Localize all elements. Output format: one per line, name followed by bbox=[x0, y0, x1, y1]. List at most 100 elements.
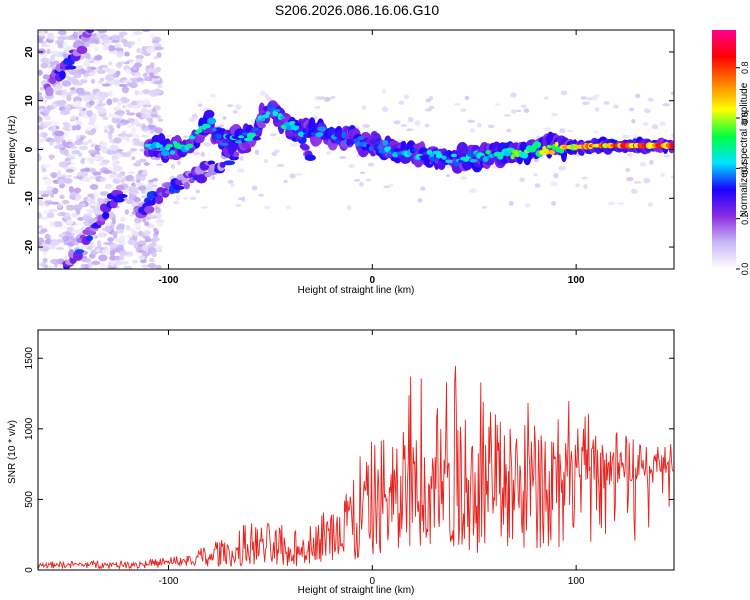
noise-speckle bbox=[41, 168, 47, 173]
noise-speckle bbox=[38, 225, 43, 229]
noise-speckle bbox=[65, 204, 75, 211]
noise-speckle bbox=[90, 168, 97, 173]
noise-speckle bbox=[670, 175, 674, 179]
noise-speckle bbox=[62, 178, 70, 181]
noise-speckle bbox=[200, 206, 209, 209]
noise-speckle bbox=[118, 122, 126, 126]
noise-speckle bbox=[49, 139, 56, 143]
noise-speckle bbox=[109, 144, 119, 152]
noise-speckle bbox=[414, 120, 421, 126]
noise-speckle bbox=[393, 120, 401, 125]
noise-speckle bbox=[86, 110, 93, 117]
spectral-blob bbox=[325, 134, 333, 140]
noise-speckle bbox=[142, 245, 148, 252]
noise-speckle bbox=[314, 105, 321, 109]
noise-speckle bbox=[97, 80, 103, 84]
noise-speckle bbox=[82, 141, 89, 146]
noise-speckle bbox=[146, 65, 152, 69]
noise-speckle bbox=[152, 80, 162, 85]
noise-speckle bbox=[365, 178, 372, 182]
noise-speckle bbox=[81, 176, 92, 183]
noise-speckle bbox=[112, 79, 121, 86]
spectrogram-x-label: Height of straight line (km) bbox=[298, 285, 415, 296]
spectral-blob bbox=[45, 86, 54, 97]
noise-speckle bbox=[108, 113, 114, 118]
noise-speckle bbox=[96, 197, 103, 203]
noise-speckle bbox=[130, 127, 136, 134]
spectral-blob bbox=[169, 150, 176, 155]
noise-speckle bbox=[135, 58, 143, 64]
noise-speckle bbox=[134, 62, 142, 68]
noise-speckle bbox=[76, 106, 84, 110]
noise-speckle bbox=[263, 158, 269, 164]
noise-speckle bbox=[147, 262, 157, 269]
noise-speckle bbox=[651, 124, 659, 130]
noise-speckle bbox=[126, 41, 136, 46]
noise-speckle bbox=[112, 97, 118, 103]
noise-speckle bbox=[134, 217, 143, 224]
noise-speckle bbox=[127, 170, 136, 175]
noise-speckle bbox=[236, 168, 245, 173]
noise-speckle bbox=[403, 94, 410, 100]
noise-speckle bbox=[381, 88, 387, 94]
noise-speckle bbox=[65, 139, 74, 143]
noise-speckle bbox=[348, 164, 355, 169]
noise-speckle bbox=[75, 124, 81, 131]
noise-speckle bbox=[115, 152, 123, 158]
noise-speckle bbox=[42, 108, 51, 115]
noise-speckle bbox=[99, 191, 108, 196]
noise-speckle bbox=[445, 174, 451, 178]
spectral-blob bbox=[235, 140, 243, 144]
noise-speckle bbox=[65, 230, 72, 238]
noise-speckle bbox=[516, 109, 522, 113]
noise-speckle bbox=[289, 173, 296, 179]
noise-speckle bbox=[102, 45, 109, 51]
spectral-blob bbox=[532, 141, 542, 149]
noise-speckle bbox=[46, 212, 55, 219]
noise-speckle bbox=[324, 96, 330, 102]
noise-speckle bbox=[361, 105, 367, 111]
noise-speckle bbox=[66, 174, 73, 178]
noise-speckle bbox=[98, 162, 108, 166]
noise-speckle bbox=[125, 224, 131, 231]
snr-panel: -100 0 100 0 500 1000 1500 Height of straight… bbox=[7, 329, 675, 596]
noise-speckle bbox=[383, 185, 391, 189]
spectrogram-field bbox=[38, 30, 674, 269]
spectral-blob bbox=[250, 132, 256, 137]
noise-speckle bbox=[581, 101, 590, 106]
spectral-blob bbox=[89, 230, 97, 236]
noise-speckle bbox=[283, 179, 288, 184]
noise-speckle bbox=[400, 124, 408, 127]
noise-speckle bbox=[628, 107, 635, 112]
noise-speckle bbox=[118, 83, 128, 88]
noise-speckle bbox=[38, 69, 43, 76]
noise-speckle bbox=[81, 171, 89, 177]
noise-speckle bbox=[630, 188, 638, 194]
noise-speckle bbox=[99, 262, 106, 269]
spectral-blob bbox=[172, 185, 185, 191]
noise-speckle bbox=[101, 248, 110, 255]
noise-speckle bbox=[61, 235, 70, 242]
noise-speckle bbox=[152, 107, 157, 113]
noise-speckle bbox=[115, 228, 125, 234]
noise-speckle bbox=[264, 93, 269, 99]
spectral-blob bbox=[435, 152, 443, 159]
noise-speckle bbox=[109, 173, 118, 180]
noise-speckle bbox=[521, 104, 527, 108]
noise-speckle bbox=[120, 178, 125, 184]
spectral-blob bbox=[207, 117, 217, 125]
spectrogram-y-tick-label: 20 bbox=[24, 46, 35, 58]
noise-speckle bbox=[108, 255, 117, 261]
noise-speckle bbox=[124, 208, 130, 215]
noise-speckle bbox=[111, 116, 120, 124]
noise-speckle bbox=[151, 184, 158, 188]
spectral-blob bbox=[317, 126, 327, 132]
noise-speckle bbox=[135, 160, 142, 165]
noise-speckle bbox=[49, 221, 56, 227]
noise-speckle bbox=[660, 172, 665, 178]
noise-speckle bbox=[533, 158, 539, 163]
noise-speckle bbox=[50, 171, 58, 178]
noise-speckle bbox=[157, 84, 163, 89]
noise-speckle bbox=[38, 133, 43, 138]
noise-speckle bbox=[591, 95, 598, 101]
